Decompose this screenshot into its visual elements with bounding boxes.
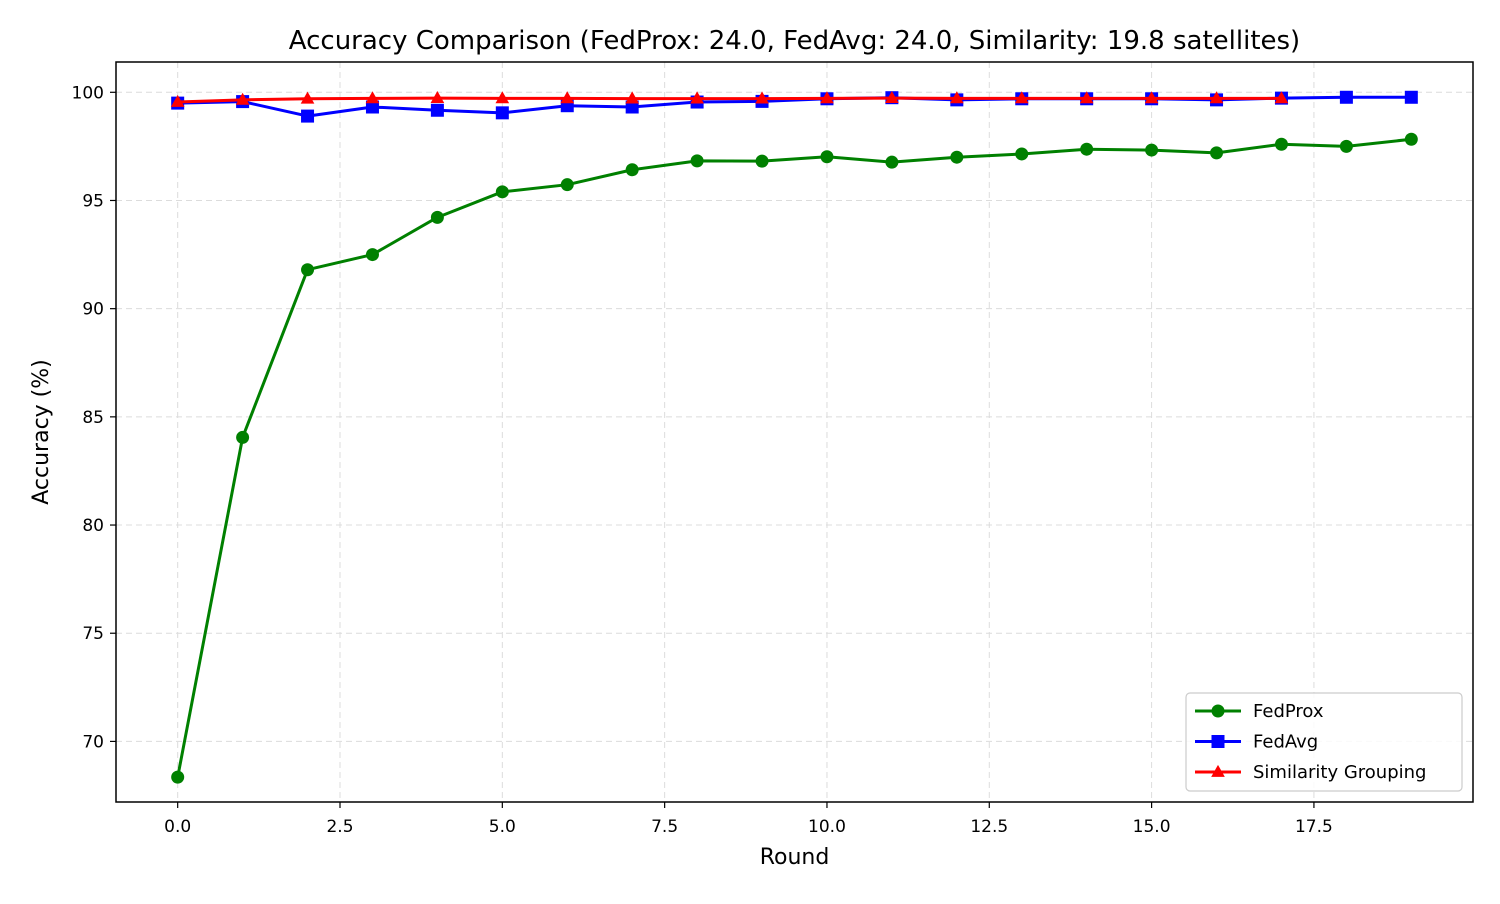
x-tick-label: 12.5 (970, 817, 1008, 837)
data-point (625, 163, 639, 177)
data-point (885, 155, 899, 169)
x-tick-label: 2.5 (326, 817, 353, 837)
data-point (1210, 146, 1224, 160)
y-tick-label: 95 (82, 191, 104, 211)
data-point (1274, 91, 1289, 104)
y-axis-label: Accuracy (%) (29, 359, 54, 505)
legend-label: FedAvg (1253, 732, 1318, 753)
data-point (430, 90, 445, 104)
legend-label: FedProx (1253, 701, 1324, 722)
data-point (1404, 90, 1418, 104)
legend: FedProx FedAvg Similarity Grouping (1185, 692, 1463, 792)
data-point (1144, 91, 1159, 104)
data-point (560, 91, 575, 104)
series-line (176, 137, 1412, 778)
data-point (755, 154, 769, 168)
data-point (1274, 137, 1288, 151)
series-group (170, 90, 1418, 784)
data-point (1209, 91, 1224, 104)
data-point (1145, 143, 1159, 157)
data-point (236, 430, 250, 444)
data-point (690, 91, 704, 104)
series-fedprox (171, 132, 1418, 784)
data-point (820, 150, 834, 164)
y-tick-label: 70 (82, 732, 104, 752)
legend-marker (1211, 704, 1225, 718)
data-point (300, 91, 315, 104)
legend-label: Similarity Grouping (1253, 762, 1426, 783)
x-tick-label: 7.5 (651, 817, 678, 837)
data-point (560, 178, 574, 192)
data-point (365, 91, 380, 104)
x-axis-ticks: 0.0 2.5 5.0 7.5 10.0 12.5 15.0 17.5 (164, 802, 1333, 837)
y-tick-label: 80 (82, 516, 104, 536)
data-point (235, 92, 250, 105)
y-tick-label: 100 (72, 83, 104, 103)
data-point (495, 185, 509, 199)
x-tick-label: 10.0 (808, 817, 846, 837)
x-tick-label: 0.0 (164, 817, 191, 837)
data-point (430, 210, 444, 224)
x-tick-label: 15.0 (1133, 817, 1171, 837)
data-point (365, 248, 379, 262)
data-point (1015, 147, 1029, 161)
data-point (1014, 91, 1029, 104)
data-point (170, 94, 185, 107)
x-axis-label: Round (760, 845, 830, 870)
data-point (690, 154, 704, 168)
data-point (495, 91, 510, 104)
y-tick-label: 90 (82, 300, 104, 320)
data-point (301, 263, 315, 277)
data-point (625, 91, 640, 104)
data-point (365, 100, 379, 114)
data-point (820, 91, 834, 104)
legend-box (1185, 692, 1463, 792)
series-similarity-grouping (170, 90, 1289, 107)
data-point (301, 109, 315, 123)
data-point (949, 91, 964, 104)
legend-marker (1211, 764, 1225, 777)
x-tick-label: 17.5 (1295, 817, 1333, 837)
plot-frame (115, 61, 1474, 803)
y-tick-label: 85 (82, 408, 104, 428)
chart-title: Accuracy Comparison (FedProx: 24.0, FedA… (289, 26, 1300, 56)
data-point (1079, 91, 1094, 104)
data-point (625, 100, 639, 114)
data-point (885, 90, 899, 104)
data-point (171, 770, 185, 784)
data-point (1404, 132, 1418, 146)
data-point (430, 103, 444, 117)
data-point (1339, 90, 1353, 104)
y-tick-label: 75 (82, 624, 104, 644)
x-tick-label: 5.0 (489, 817, 516, 837)
y-axis-ticks: 70 75 80 85 90 95 100 (72, 83, 116, 752)
series-line (177, 96, 1282, 104)
data-point (495, 106, 509, 120)
data-point (1339, 139, 1353, 153)
data-point (1080, 142, 1094, 156)
data-point (755, 91, 769, 104)
legend-marker (1211, 735, 1225, 748)
data-point (950, 150, 964, 164)
